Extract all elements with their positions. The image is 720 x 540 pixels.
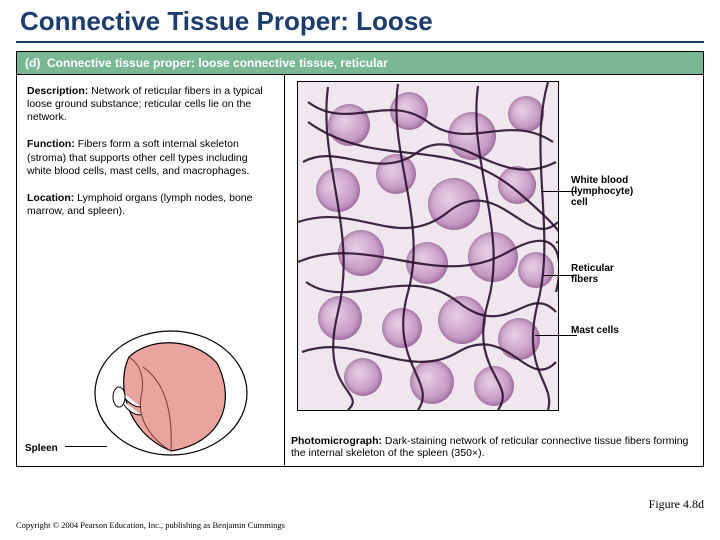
spleen-svg <box>21 311 279 461</box>
left-column: Description: Network of reticular fibers… <box>17 75 285 465</box>
copyright-text: Copyright © 2004 Pearson Education, Inc.… <box>16 520 285 530</box>
callout-mast: Mast cells <box>571 325 681 336</box>
location-block: Location: Lymphoid organs (lymph nodes, … <box>27 192 274 218</box>
figure-header-text: Connective tissue proper: loose connecti… <box>47 56 388 70</box>
description-label: Description: <box>27 85 88 97</box>
spleen-leader-line <box>65 446 107 447</box>
micrograph-container <box>297 81 559 411</box>
slide-title: Connective Tissue Proper: Loose <box>0 0 720 41</box>
figure-header-label: (d) <box>25 56 40 70</box>
photo-caption-label: Photomicrograph: <box>291 435 382 447</box>
callout-wbc: White blood(lymphocyte)cell <box>571 175 681 208</box>
spleen-label: Spleen <box>25 443 58 456</box>
photomicrograph-caption: Photomicrograph: Dark-staining network o… <box>291 435 691 459</box>
function-label: Function: <box>27 138 75 150</box>
photomicrograph <box>297 81 559 411</box>
function-block: Function: Fibers form a soft internal sk… <box>27 138 274 177</box>
right-column: White blood(lymphocyte)cell Reticularfib… <box>285 75 703 465</box>
spleen-diagram: Spleen <box>21 311 279 461</box>
description-block: Description: Network of reticular fibers… <box>27 85 274 124</box>
figure-body: Description: Network of reticular fibers… <box>17 75 703 465</box>
figure-header: (d) Connective tissue proper: loose conn… <box>17 52 703 75</box>
figure-panel: (d) Connective tissue proper: loose conn… <box>16 51 704 467</box>
fiber-network <box>298 82 559 411</box>
figure-reference: Figure 4.8d <box>649 497 704 512</box>
title-underline <box>16 41 704 43</box>
callout-fibers: Reticularfibers <box>571 263 681 285</box>
location-label: Location: <box>27 192 74 204</box>
